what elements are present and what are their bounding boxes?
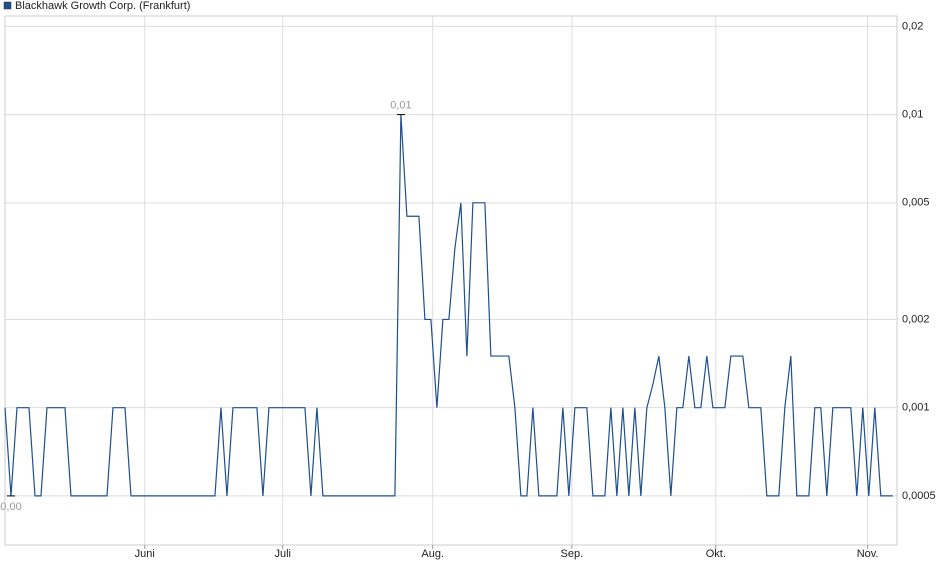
annotation: 0,00 xyxy=(0,501,21,513)
x-tick-label: Sep. xyxy=(561,548,584,560)
y-tick-label: 0,01 xyxy=(902,109,923,121)
y-tick-label: 0,0005 xyxy=(902,490,936,502)
y-tick-label: 0,02 xyxy=(902,20,923,32)
x-tick-label: Nov. xyxy=(857,548,879,560)
annotation: 0,01 xyxy=(390,100,411,112)
plot-area xyxy=(4,15,898,546)
price-line xyxy=(4,114,893,497)
y-tick-label: 0,002 xyxy=(902,313,930,325)
y-tick-label: 0,005 xyxy=(902,197,930,209)
x-tick-label: Juli xyxy=(274,548,291,560)
x-tick-label: Okt. xyxy=(706,548,726,560)
legend-label: Blackhawk Growth Corp. (Frankfurt) xyxy=(15,0,190,12)
x-tick-label: Aug. xyxy=(421,548,444,560)
y-tick-label: 0,001 xyxy=(902,402,930,414)
x-tick-label: Juni xyxy=(135,548,155,560)
legend-swatch xyxy=(3,1,12,10)
